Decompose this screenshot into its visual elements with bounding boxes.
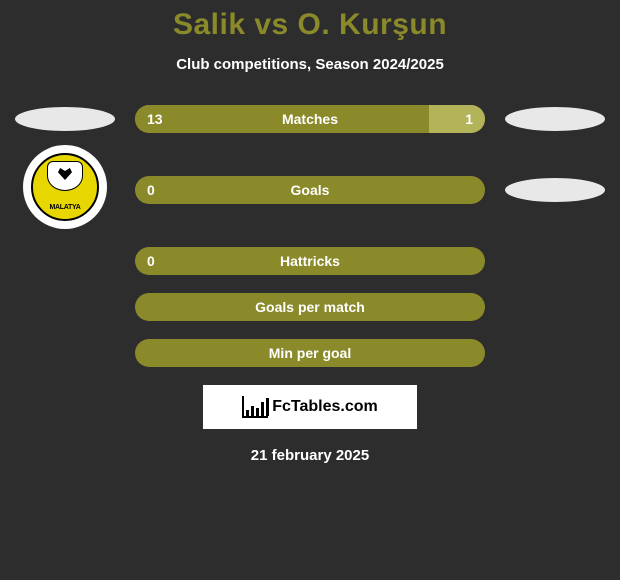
- bar-label: Min per goal: [269, 345, 351, 361]
- stat-bar: 0 Hattricks: [135, 247, 485, 275]
- player-placeholder: [505, 107, 605, 131]
- stat-bar: Min per goal: [135, 339, 485, 367]
- subtitle: Club competitions, Season 2024/2025: [0, 56, 620, 73]
- bar-label: Hattricks: [280, 253, 340, 269]
- date-text: 21 february 2025: [0, 447, 620, 464]
- player-placeholder: [505, 178, 605, 202]
- club-name: MALATYA: [50, 204, 81, 211]
- bar-left-value: 13: [135, 111, 175, 127]
- left-side-slot: [15, 107, 115, 131]
- bar-label: Goals: [291, 182, 330, 198]
- attribution-logo[interactable]: FcTables.com: [203, 385, 417, 429]
- right-side-slot: [505, 178, 605, 202]
- bar-label: Goals per match: [255, 299, 365, 315]
- comparison-container: Salik vs O. Kurşun Club competitions, Se…: [0, 0, 620, 464]
- left-side-slot: MALATYA: [15, 151, 115, 229]
- bar-label: Matches: [282, 111, 338, 127]
- stat-row: 0 Hattricks: [0, 247, 620, 275]
- page-title: Salik vs O. Kurşun: [0, 8, 620, 42]
- stat-row: MALATYA 0 Goals: [0, 151, 620, 229]
- bar-right-value: 1: [453, 111, 485, 127]
- bar-left-value: 0: [135, 253, 167, 269]
- attribution-text: FcTables.com: [272, 398, 378, 416]
- stat-bar: 0 Goals: [135, 176, 485, 204]
- bar-right-segment: 1: [429, 105, 485, 133]
- stat-bar: 13 1 Matches: [135, 105, 485, 133]
- right-side-slot: [505, 107, 605, 131]
- player-placeholder: [15, 107, 115, 131]
- stat-row: Goals per match: [0, 293, 620, 321]
- stat-row: Min per goal: [0, 339, 620, 367]
- stat-bar: Goals per match: [135, 293, 485, 321]
- club-badge: MALATYA: [23, 145, 107, 229]
- stat-rows: 13 1 Matches MALATYA 0 Goals 0 Hattricks Goals…: [0, 105, 620, 367]
- bar-left-value: 0: [135, 182, 167, 198]
- bar-chart-icon: [242, 396, 268, 418]
- stat-row: 13 1 Matches: [0, 105, 620, 133]
